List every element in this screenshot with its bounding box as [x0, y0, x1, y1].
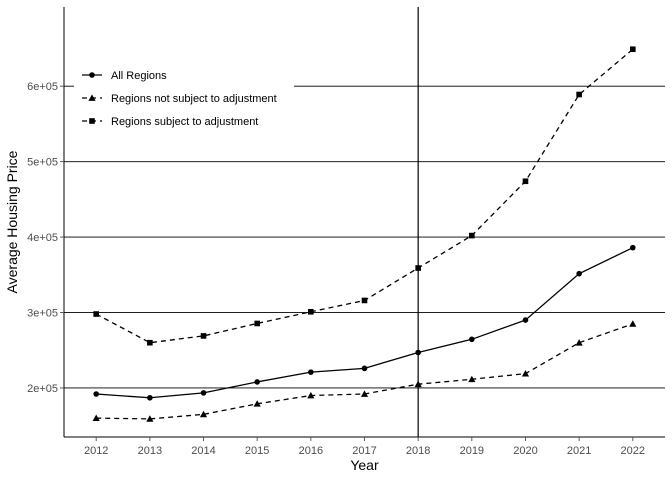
data-point-s0-2020: [522, 317, 529, 323]
data-point-s1-2015: [253, 400, 261, 407]
y-axis-title: Average Housing Price: [4, 150, 20, 293]
data-point-s0-2014: [200, 390, 207, 396]
x-axis-title: Year: [350, 457, 379, 473]
x-axis-ticks: 2012 2013 2014 2015 2016 2017 2018 2019 2020 2021…: [84, 437, 645, 457]
data-point-s0-2016: [308, 369, 314, 375]
data-point-s2-2017: [361, 297, 368, 304]
series-1: [92, 320, 637, 422]
x-tick-label-6: 2018: [406, 445, 430, 457]
x-tick-label-3: 2015: [245, 445, 269, 457]
legend: All Regions Regions not subject to adjust…: [74, 60, 294, 136]
y-tick-label-1: 3e+05: [27, 308, 58, 320]
data-point-s1-2021: [575, 339, 583, 346]
data-point-s0-2017: [361, 365, 368, 372]
y-tick-label-2: 4e+05: [27, 232, 58, 244]
legend-key-marker-1: [88, 94, 96, 101]
x-tick-label-1: 2013: [138, 445, 162, 457]
data-point-s2-2022: [630, 46, 636, 53]
data-point-s1-2013: [146, 415, 154, 422]
legend-key-marker-2: [89, 118, 95, 124]
legend-label-1: Regions not subject to adjustment: [111, 93, 277, 105]
legend-label-2: Regions subject to adjustment: [111, 116, 258, 128]
data-point-s2-2012: [93, 311, 99, 317]
data-point-s2-2021: [576, 91, 582, 98]
data-point-s0-2022: [630, 244, 636, 251]
data-point-s0-2019: [469, 336, 475, 343]
x-tick-label-10: 2022: [621, 445, 645, 457]
legend-label-0: All Regions: [111, 70, 167, 82]
data-point-s0-2012: [93, 391, 99, 397]
x-tick-label-5: 2017: [352, 445, 376, 457]
x-tick-label-4: 2016: [299, 445, 323, 457]
y-tick-label-3: 5e+05: [27, 157, 58, 169]
data-point-s2-2020: [522, 178, 529, 185]
legend-background: [74, 60, 294, 136]
y-axis-ticks: 2e+05 3e+05 4e+05 5e+05 6e+05: [27, 81, 64, 395]
x-tick-label-9: 2021: [567, 445, 591, 457]
data-point-s0-2021: [576, 270, 582, 277]
y-tick-label-4: 6e+05: [27, 81, 58, 93]
x-tick-label-7: 2019: [460, 445, 484, 457]
series-line-0: [96, 247, 634, 399]
data-point-s1-2012: [92, 414, 100, 422]
x-tick-label-0: 2012: [84, 445, 108, 457]
data-point-s1-2019: [468, 375, 476, 383]
series-line-1: [96, 323, 634, 420]
data-point-s1-2020: [521, 370, 530, 377]
x-tick-label-8: 2020: [513, 445, 537, 457]
legend-key-marker-0: [89, 72, 95, 78]
data-point-s0-2015: [254, 379, 260, 385]
data-point-s2-2015: [254, 320, 260, 327]
data-point-s1-2014: [199, 410, 208, 418]
y-tick-label-0: 2e+05: [27, 383, 58, 395]
data-point-s1-2017: [360, 390, 369, 397]
series-2: [93, 46, 636, 346]
data-point-s1-2016: [307, 391, 315, 399]
series-0: [93, 244, 636, 401]
series-layer: [92, 46, 637, 422]
data-point-s2-2018: [415, 265, 421, 271]
data-point-s1-2022: [629, 320, 637, 327]
data-point-s0-2013: [147, 394, 153, 401]
data-point-s1-2018: [414, 380, 422, 388]
data-point-s0-2018: [415, 349, 421, 356]
data-point-s2-2013: [147, 339, 153, 346]
data-point-s2-2019: [469, 232, 475, 239]
x-tick-label-2: 2014: [191, 445, 215, 457]
data-point-s2-2014: [200, 333, 207, 339]
data-point-s2-2016: [308, 308, 314, 315]
